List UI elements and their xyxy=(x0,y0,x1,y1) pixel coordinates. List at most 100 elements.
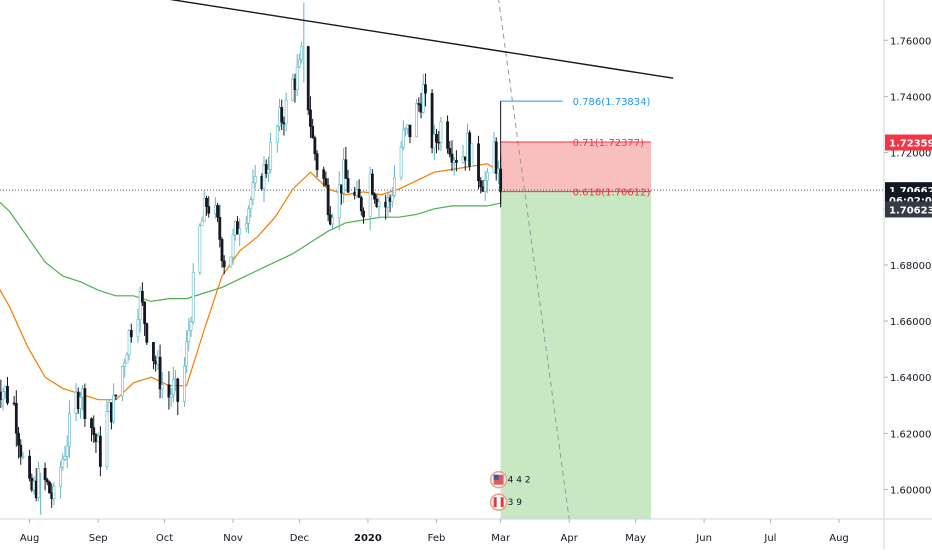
candle-body xyxy=(419,103,423,113)
candle-body xyxy=(207,206,211,214)
candle xyxy=(125,352,129,364)
candle-body xyxy=(94,434,98,443)
candle-body xyxy=(485,172,489,181)
candle-body xyxy=(43,467,47,481)
x-tick-label: Jun xyxy=(695,533,712,544)
candle-body xyxy=(373,193,376,200)
candle-body xyxy=(337,184,341,219)
candle-body xyxy=(189,321,193,331)
candle-body xyxy=(6,386,9,404)
candle-body xyxy=(90,418,93,428)
candle-body xyxy=(415,103,419,138)
candle-body xyxy=(125,354,129,364)
candle xyxy=(236,216,239,235)
economic-events[interactable]: 4 4 2 3 9 xyxy=(489,470,531,511)
candle-body xyxy=(399,146,403,178)
candle-body xyxy=(346,178,350,193)
position-tool[interactable] xyxy=(500,142,652,519)
candle xyxy=(450,140,454,172)
candle xyxy=(202,191,206,222)
fib-levels[interactable]: 0.786(1.73834) 0.71(1.72377) 0.618(1.70612… xyxy=(500,97,652,208)
candle-body xyxy=(406,124,410,130)
candle-body xyxy=(322,169,326,179)
candle xyxy=(368,166,372,231)
candle-body xyxy=(136,319,140,338)
candle xyxy=(421,73,425,114)
candle-body xyxy=(138,290,142,320)
time-projection-line xyxy=(498,0,570,520)
candle-body xyxy=(313,137,317,155)
candle-body xyxy=(114,394,118,397)
y-tick-label: 1.68000 xyxy=(890,261,931,272)
candle-body xyxy=(477,143,480,181)
candle xyxy=(45,477,49,486)
candle xyxy=(284,92,288,132)
candle xyxy=(297,53,301,69)
y-tick-label: 1.60000 xyxy=(890,486,931,497)
candle-body xyxy=(96,435,100,443)
y-tick-label: 1.62000 xyxy=(890,429,931,440)
candle-body xyxy=(30,477,34,491)
candle-body xyxy=(328,214,332,225)
candle-body xyxy=(222,260,226,268)
candle-body xyxy=(169,394,173,398)
candle xyxy=(198,223,202,276)
candle-body xyxy=(264,164,268,174)
candle xyxy=(176,377,180,416)
candle xyxy=(404,127,407,137)
candle-body xyxy=(267,169,270,174)
candle xyxy=(138,286,142,333)
candle-body xyxy=(357,188,361,198)
candle xyxy=(346,169,350,194)
candle-body xyxy=(81,388,85,398)
candle xyxy=(306,45,310,115)
candle xyxy=(455,150,458,172)
flag-field xyxy=(493,497,504,508)
candle-body xyxy=(452,160,456,163)
x-tick-label: 2020 xyxy=(354,533,382,544)
candle-body xyxy=(1,391,5,400)
candle-body xyxy=(198,225,202,273)
flag-band-left xyxy=(493,497,497,508)
x-tick-label: Apr xyxy=(561,533,579,544)
candle-body xyxy=(216,205,219,218)
candle-body xyxy=(311,126,315,139)
candle xyxy=(43,462,47,491)
us-flag-icon: 4 4 2 xyxy=(489,470,531,489)
candle xyxy=(220,237,224,268)
candle xyxy=(300,41,304,64)
candle xyxy=(275,124,279,153)
candle xyxy=(331,213,334,231)
candle xyxy=(370,169,374,196)
candle-body xyxy=(492,141,496,173)
y-tick-label: 1.66000 xyxy=(890,317,931,328)
candle-body xyxy=(34,480,38,499)
candle-body xyxy=(468,132,472,167)
candle-body xyxy=(129,330,133,338)
trendline[interactable] xyxy=(162,0,674,79)
candle-body xyxy=(202,198,206,222)
candle xyxy=(158,344,162,399)
candle-body xyxy=(236,221,239,235)
x-tick-label: Mar xyxy=(491,533,511,544)
candle xyxy=(415,99,419,138)
candle xyxy=(446,115,449,154)
fib-level-label: 0.71(1.72377) xyxy=(573,138,645,149)
candle-body xyxy=(160,384,164,390)
candle-body xyxy=(353,191,357,196)
candle-body xyxy=(466,132,469,161)
candle-body xyxy=(218,216,222,240)
candle xyxy=(105,399,109,470)
candle-body xyxy=(300,46,304,61)
candle xyxy=(200,216,204,227)
candle xyxy=(6,376,9,406)
candle xyxy=(112,383,116,424)
diagonal-dashed-line[interactable] xyxy=(498,0,570,520)
candle xyxy=(295,54,299,97)
candle-body xyxy=(362,210,365,218)
candle-body xyxy=(295,66,299,91)
candle-body xyxy=(182,365,186,402)
candle xyxy=(68,400,71,459)
